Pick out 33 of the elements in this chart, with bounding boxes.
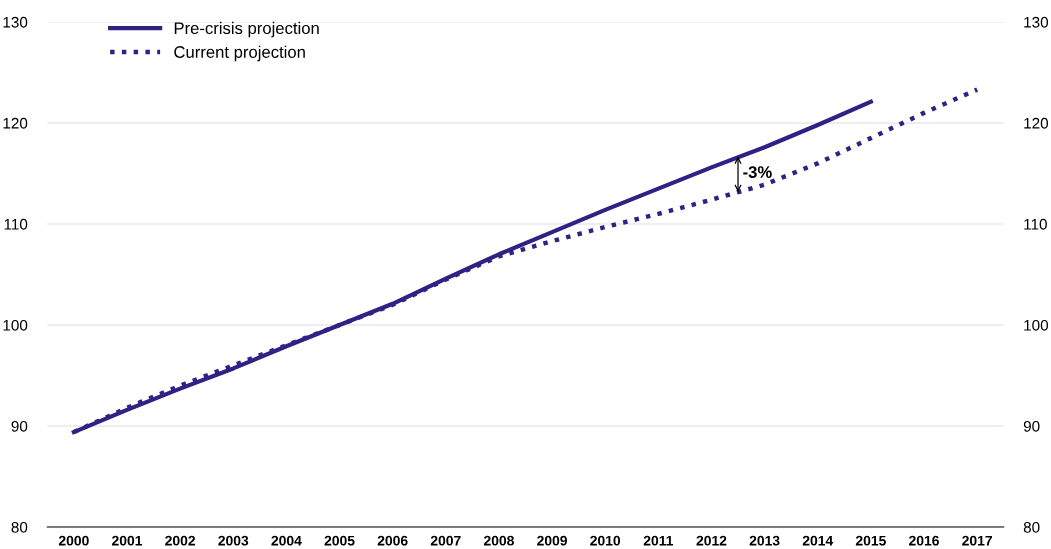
x-tick-label: 2014 (802, 535, 834, 546)
y2-tick-label: 90 (1023, 420, 1040, 432)
x-tick-label: 2007 (430, 535, 461, 546)
x-tick-label: 2011 (643, 535, 674, 546)
y2-tick-label: 120 (1024, 117, 1049, 129)
x-tick-label: 2008 (483, 535, 514, 546)
x-tick-label: 2017 (962, 535, 992, 546)
y-tick-label: 110 (4, 218, 28, 230)
x-tick-label: 2006 (377, 535, 408, 546)
y2-tick-label: 110 (1024, 218, 1047, 230)
annotation: -3% (743, 166, 772, 178)
x-tick-label: 2016 (909, 535, 939, 546)
x-tick-label: 2002 (165, 535, 196, 546)
legend-label: Pre-crisis projection (174, 21, 319, 38)
x-tick-label: 2009 (537, 535, 567, 546)
y-tick-label: 120 (3, 117, 28, 129)
x-tick-label: 2015 (855, 535, 886, 546)
x-tick-label: 2010 (590, 535, 621, 546)
x-tick-label: 2000 (58, 535, 89, 546)
y2-tick-label: 100 (1024, 319, 1049, 331)
x-tick-label: 2013 (749, 535, 780, 546)
y-tick-label: 100 (3, 319, 28, 331)
x-tick-label: 2004 (271, 535, 302, 546)
y2-tick-label: 130 (1024, 16, 1049, 28)
x-tick-label: 2003 (218, 535, 249, 546)
x-tick-label: 2012 (696, 535, 727, 546)
x-tick-label: 2001 (112, 535, 143, 546)
y-tick-label: 130 (3, 16, 28, 28)
y2-tick-label: 80 (1023, 521, 1040, 533)
legend-label: Current projection (174, 45, 305, 62)
y-tick-label: 90 (11, 420, 28, 432)
x-tick-label: 2005 (324, 535, 355, 546)
y-tick-label: 80 (11, 521, 28, 533)
